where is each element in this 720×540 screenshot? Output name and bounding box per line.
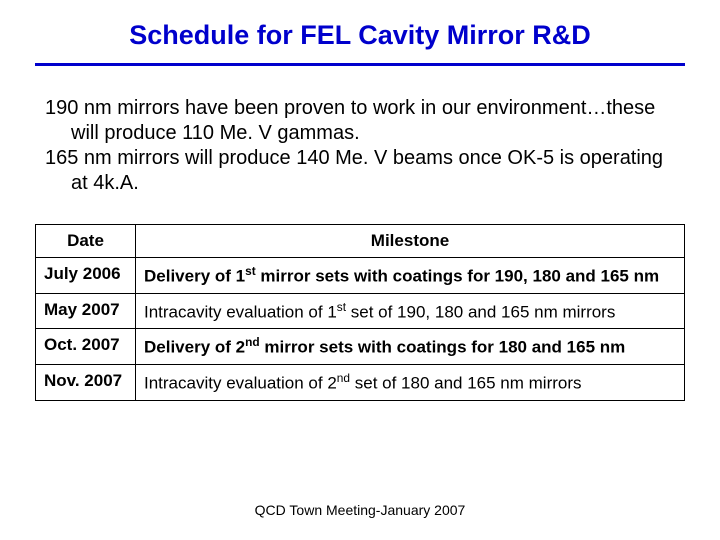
title-divider — [35, 63, 685, 66]
slide-title: Schedule for FEL Cavity Mirror R&D — [35, 20, 685, 51]
slide-footer: QCD Town Meeting-January 2007 — [0, 502, 720, 518]
header-date: Date — [36, 225, 136, 258]
cell-milestone: Delivery of 1st mirror sets with coating… — [136, 258, 685, 294]
cell-date: May 2007 — [36, 293, 136, 329]
header-milestone: Milestone — [136, 225, 685, 258]
table-row: Oct. 2007 Delivery of 2nd mirror sets wi… — [36, 329, 685, 365]
cell-date: Oct. 2007 — [36, 329, 136, 365]
cell-milestone: Delivery of 2nd mirror sets with coating… — [136, 329, 685, 365]
cell-milestone: Intracavity evaluation of 2nd set of 180… — [136, 364, 685, 400]
cell-date: Nov. 2007 — [36, 364, 136, 400]
body-paragraph-1: 190 nm mirrors have been proven to work … — [45, 96, 675, 146]
cell-date: July 2006 — [36, 258, 136, 294]
table-header-row: Date Milestone — [36, 225, 685, 258]
body-text: 190 nm mirrors have been proven to work … — [35, 96, 685, 196]
schedule-table: Date Milestone July 2006 Delivery of 1st… — [35, 224, 685, 401]
cell-milestone: Intracavity evaluation of 1st set of 190… — [136, 293, 685, 329]
table-row: July 2006 Delivery of 1st mirror sets wi… — [36, 258, 685, 294]
table-row: May 2007 Intracavity evaluation of 1st s… — [36, 293, 685, 329]
table-row: Nov. 2007 Intracavity evaluation of 2nd … — [36, 364, 685, 400]
body-paragraph-2: 165 nm mirrors will produce 140 Me. V be… — [45, 146, 675, 196]
